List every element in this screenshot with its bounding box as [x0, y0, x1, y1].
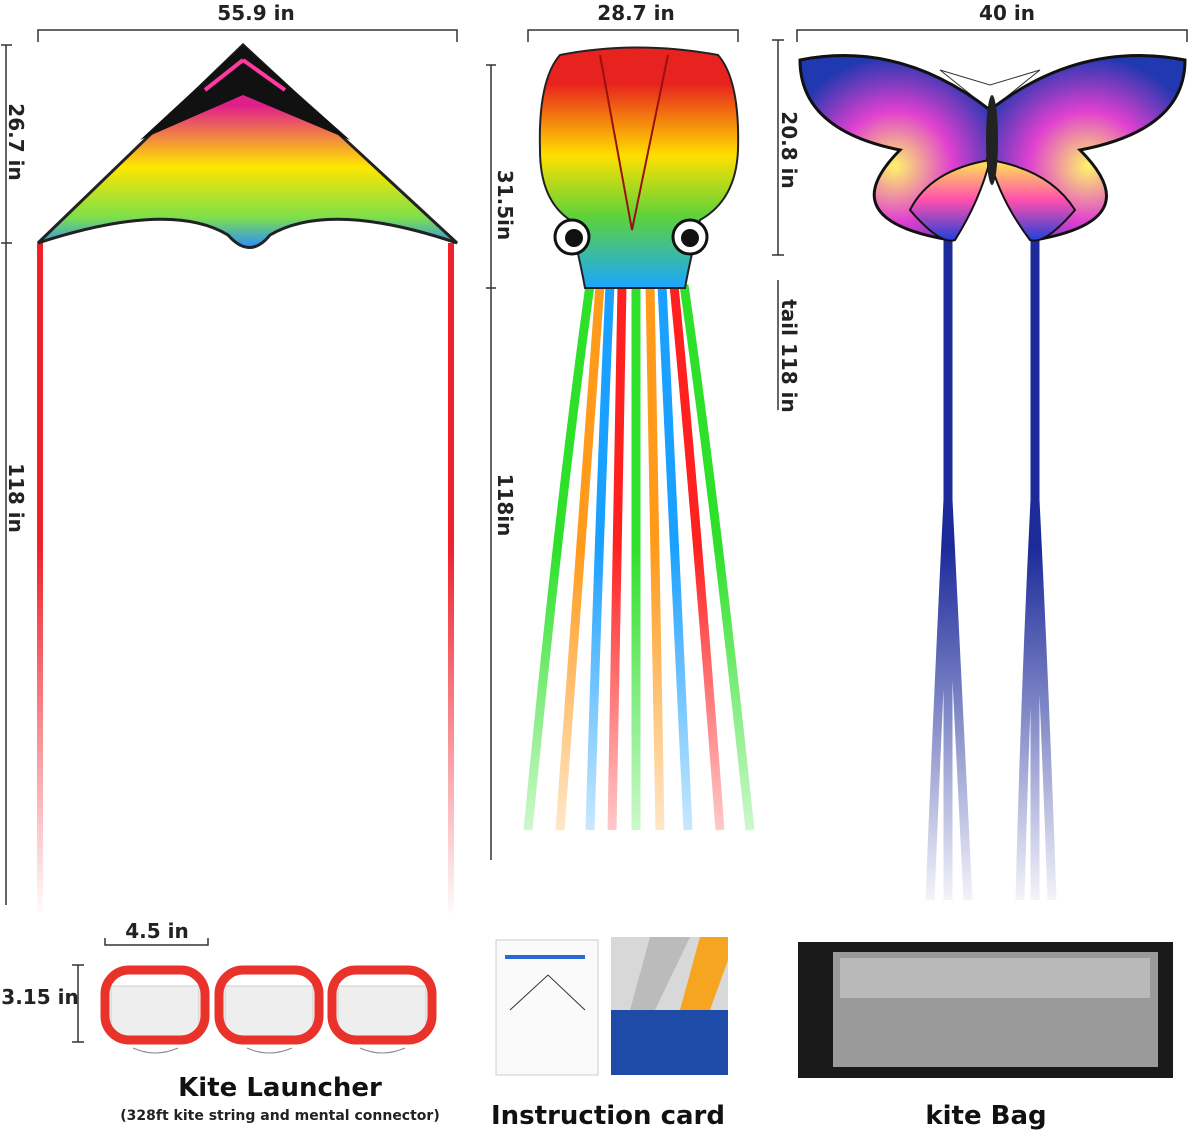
kite-bag: kite Bag: [798, 942, 1173, 1131]
width-label: 40 in: [979, 1, 1035, 25]
height-label: 3.15 in: [1, 985, 78, 1009]
caption: kite Bag: [925, 1101, 1046, 1131]
octopus-kite: 28.7 in 31.5in 118in: [486, 1, 755, 860]
width-label: 28.7 in: [597, 1, 674, 25]
width-label: 4.5 in: [125, 919, 189, 943]
delta-kite: 55.9 in 26.7 in 118 in: [1, 1, 459, 913]
caption: Instruction card: [491, 1101, 725, 1131]
butterfly-kite: 40 in 20.8 in tail 118 in: [772, 1, 1188, 901]
width-label: 55.9 in: [217, 1, 294, 25]
height-label: 26.7 in: [4, 103, 28, 180]
tail-label: tail 118 in: [777, 299, 801, 413]
subcaption: (328ft kite string and mental connector): [120, 1108, 439, 1124]
tail-label: 118 in: [4, 463, 28, 533]
caption: Kite Launcher: [178, 1073, 382, 1103]
tail-label: 118in: [493, 474, 517, 537]
height-label: 31.5in: [493, 170, 517, 240]
instruction-cards: Instruction card: [491, 937, 728, 1131]
height-label: 20.8 in: [777, 111, 801, 188]
kite-launchers: 4.5 in 3.15 in Kite Launcher (328ft kite…: [1, 919, 439, 1124]
